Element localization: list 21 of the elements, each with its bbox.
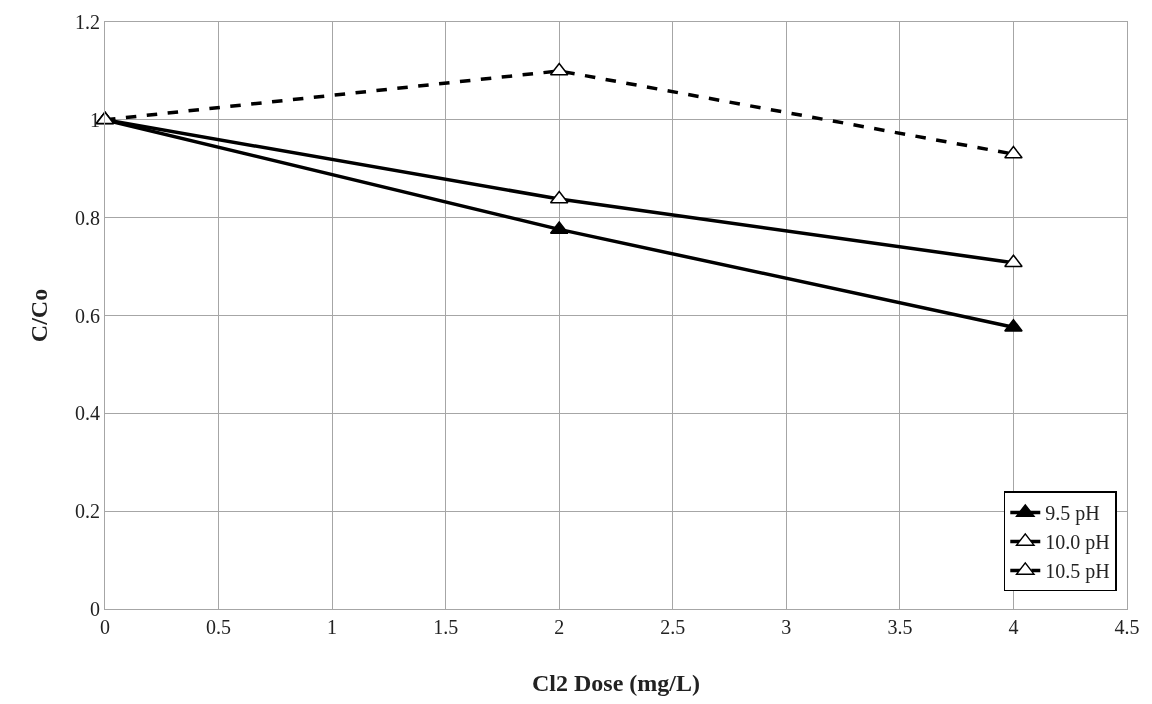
x-tick-label: 2.5 [660,616,686,638]
x-tick-label: 4 [1008,616,1019,638]
x-axis-title: Cl2 Dose (mg/L) [532,670,700,696]
x-tick-label: 3.5 [887,616,913,638]
y-tick-label: 1 [90,108,100,131]
x-tick-label: 0.5 [206,616,232,638]
y-tick-label: 0.4 [75,402,100,425]
x-tick-label: 1 [327,616,338,638]
x-tick-label: 4.5 [1114,616,1140,638]
legend-label: 10.5 pH [1045,560,1110,584]
y-tick-label: 1.2 [75,11,100,33]
y-axis-title: C/Co [26,288,52,343]
x-tick-label: 1.5 [433,616,459,638]
y-tick-label: 0.2 [75,500,100,523]
x-tick-label: 2 [554,616,565,638]
legend-label: 10.0 pH [1045,531,1110,555]
y-tick-label: 0.8 [75,206,100,229]
legend-label: 9.5 pH [1045,502,1100,526]
y-tick-label: 0 [90,598,100,620]
y-tick-label: 0.6 [75,304,100,327]
x-tick-label: 3 [781,616,792,638]
